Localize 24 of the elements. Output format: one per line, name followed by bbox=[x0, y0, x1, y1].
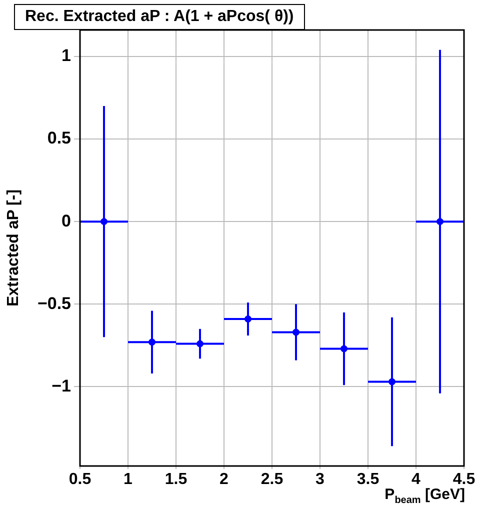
x-axis-title: P$_{beam}$ [GeV] bbox=[384, 486, 465, 506]
point bbox=[388, 378, 396, 386]
point bbox=[340, 345, 348, 352]
point bbox=[100, 218, 108, 226]
point bbox=[244, 316, 252, 323]
chart-title: Rec. Extracted aP : A(1 + aPcos( θ)) bbox=[14, 4, 305, 30]
x-tick-label: 4 bbox=[412, 471, 421, 488]
y-tick-label: 1 bbox=[62, 46, 71, 66]
x-tick-label: 2 bbox=[220, 471, 229, 488]
y-tick-label: 0 bbox=[62, 211, 71, 230]
point bbox=[148, 338, 156, 346]
point bbox=[436, 218, 444, 226]
x-tick-label: 1 bbox=[124, 471, 133, 488]
x-tick-label: 2.5 bbox=[260, 471, 284, 488]
x-tick-label: 3 bbox=[316, 471, 325, 488]
y-axis-title: Extracted aP [-] bbox=[5, 189, 22, 307]
point bbox=[196, 340, 204, 348]
y-tick-label: −1 bbox=[52, 376, 71, 396]
x-tick-label: 4.5 bbox=[452, 471, 476, 488]
y-tick-label: −0.5 bbox=[37, 294, 71, 313]
y-tick-label: 0.5 bbox=[47, 128, 71, 148]
x-tick-label: 3.5 bbox=[356, 471, 380, 488]
point bbox=[292, 328, 300, 336]
x-tick-label: 1.5 bbox=[164, 471, 188, 488]
